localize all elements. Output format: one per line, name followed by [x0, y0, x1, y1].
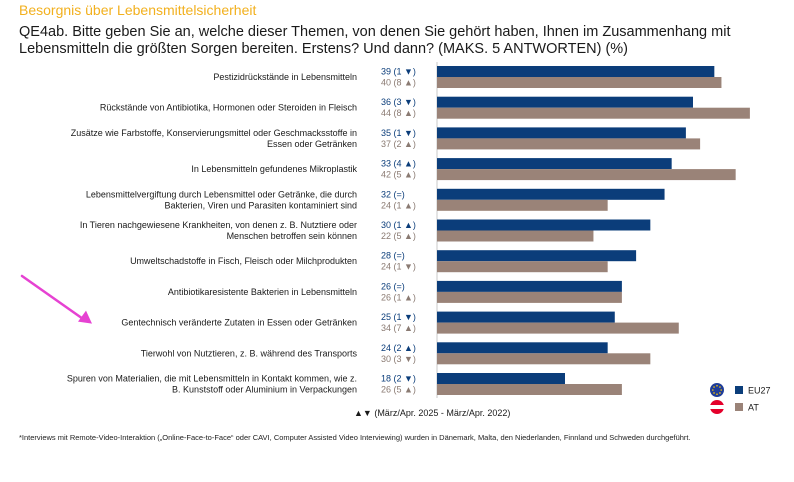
data-label-eu27: 39 (1 ▼)	[381, 67, 416, 77]
category-label: Pestizidrückstände in Lebensmitteln	[213, 72, 357, 82]
annotation-arrow-head	[78, 310, 92, 324]
data-label-at: 42 (5 ▲)	[381, 170, 416, 180]
category-label-line: Lebensmittelvergiftung durch Lebensmitte…	[86, 189, 357, 199]
eu-flag-star	[719, 392, 721, 394]
category-label-line: Essen oder Getränken	[267, 139, 357, 149]
bar-at	[437, 138, 701, 150]
legend-swatch-eu27	[735, 386, 743, 394]
category-label: Antibiotikaresistente Bakterien in Leben…	[168, 287, 357, 297]
data-label-at: 37 (2 ▲)	[381, 139, 416, 149]
eu-flag-star	[720, 389, 722, 391]
chart-question: QE4ab. Bitte geben Sie an, welche dieser…	[19, 24, 731, 57]
data-label-eu27: 32 (=)	[381, 189, 405, 199]
annotation-arrow-shaft	[20, 274, 86, 321]
legend-swatch-at	[735, 403, 743, 411]
bar-at	[437, 384, 622, 395]
bar-eu27	[437, 373, 565, 384]
category-label-line: Rückstände von Antibiotika, Hormonen ode…	[100, 103, 357, 113]
data-label-at: 24 (1 ▼)	[381, 262, 416, 272]
category-label-line: In Lebensmitteln gefundenes Mikroplastik	[191, 164, 357, 174]
eu-flag-star	[712, 389, 714, 391]
bar-at	[437, 353, 651, 365]
category-label: Lebensmittelvergiftung durch Lebensmitte…	[86, 189, 357, 210]
data-label-at: 26 (5 ▲)	[381, 385, 416, 395]
category-label-line: Zusätze wie Farbstoffe, Konservierungsmi…	[71, 128, 357, 138]
data-label-eu27: 28 (=)	[381, 251, 405, 261]
data-label-eu27: 30 (1 ▲)	[381, 220, 416, 230]
category-label: Rückstände von Antibiotika, Hormonen ode…	[100, 103, 357, 113]
data-label-eu27: 24 (2 ▲)	[381, 343, 416, 353]
data-label-eu27: 36 (3 ▼)	[381, 97, 416, 107]
bar-eu27	[437, 342, 608, 354]
category-label-line: Umweltschadstoffe in Fisch, Fleisch oder…	[130, 256, 357, 266]
category-label-line: Bakterien, Viren und Parasiten kontamini…	[165, 200, 357, 210]
data-label-eu27: 26 (=)	[381, 281, 405, 291]
bar-at	[437, 261, 608, 273]
category-label: Tierwohl von Nutztieren, z. B. während d…	[141, 348, 358, 358]
category-label: Gentechnisch veränderte Zutaten in Essen…	[121, 318, 357, 328]
bar-eu27	[437, 66, 715, 77]
data-label-eu27: 35 (1 ▼)	[381, 128, 416, 138]
data-label-at: 44 (8 ▲)	[381, 108, 416, 118]
legend-label-eu27: EU27	[748, 386, 771, 396]
data-label-at: 30 (3 ▼)	[381, 354, 416, 364]
bar-chart: Pestizidrückstände in Lebensmitteln 39 (1…	[20, 62, 771, 418]
data-label-eu27: 25 (1 ▼)	[381, 312, 416, 322]
bar-at	[437, 199, 608, 211]
bar-eu27	[437, 96, 693, 108]
category-label-line: Tierwohl von Nutztieren, z. B. während d…	[141, 348, 358, 358]
category-label: Zusätze wie Farbstoffe, Konservierungsmi…	[71, 128, 357, 149]
bar-at	[437, 169, 736, 181]
data-label-at: 40 (8 ▲)	[381, 78, 416, 88]
bar-eu27	[437, 188, 665, 200]
eu-flag-star	[713, 386, 715, 388]
category-label-line: In Tieren nachgewiesene Krankheiten, von…	[80, 220, 357, 230]
change-note: ▲▼ (März/Apr. 2025 - März/Apr. 2022)	[354, 408, 510, 418]
data-label-eu27: 18 (2 ▼)	[381, 374, 416, 384]
bar-at	[437, 322, 679, 334]
eu-flag-star	[713, 392, 715, 394]
category-label-line: Spuren von Materialien, die mit Lebensmi…	[67, 374, 357, 384]
bar-eu27	[437, 311, 615, 323]
bar-eu27	[437, 158, 672, 170]
category-label: Spuren von Materialien, die mit Lebensmi…	[67, 374, 357, 395]
category-label: In Tieren nachgewiesene Krankheiten, von…	[80, 220, 357, 241]
bar-at	[437, 230, 594, 242]
bar-eu27	[437, 280, 622, 292]
category-label-line: Gentechnisch veränderte Zutaten in Essen…	[121, 318, 357, 328]
category-label: In Lebensmitteln gefundenes Mikroplastik	[191, 164, 357, 174]
category-label: Umweltschadstoffe in Fisch, Fleisch oder…	[130, 256, 357, 266]
data-label-at: 34 (7 ▲)	[381, 323, 416, 333]
category-label-line: Menschen betroffen sein können	[227, 231, 357, 241]
eu-flag-star	[716, 393, 718, 396]
category-label-line: Pestizidrückstände in Lebensmitteln	[213, 72, 357, 82]
category-label-line: Antibiotikaresistente Bakterien in Leben…	[168, 287, 357, 297]
eu-flag-star	[719, 386, 721, 388]
bar-at	[437, 77, 722, 88]
bar-at	[437, 107, 750, 119]
data-label-at: 26 (1 ▲)	[381, 292, 416, 302]
bar-eu27	[437, 250, 637, 262]
legend-label-at: AT	[748, 403, 759, 413]
bar-eu27	[437, 127, 686, 139]
category-label-line: B. Kunststoff oder Aluminium in Verpacku…	[172, 385, 357, 395]
eu-flag-star	[716, 385, 718, 387]
chart-supertitle: Besorgnis über Lebensmittelsicherheit	[19, 2, 257, 18]
data-label-at: 22 (5 ▲)	[381, 231, 416, 241]
bar-at	[437, 291, 622, 303]
bar-eu27	[437, 219, 651, 231]
footnote: *Interviews mit Remote-Video-Interaktion…	[19, 433, 691, 442]
data-label-at: 24 (1 ▲)	[381, 200, 416, 210]
austria-flag-stripe	[710, 405, 724, 409]
data-label-eu27: 33 (4 ▲)	[381, 159, 416, 169]
